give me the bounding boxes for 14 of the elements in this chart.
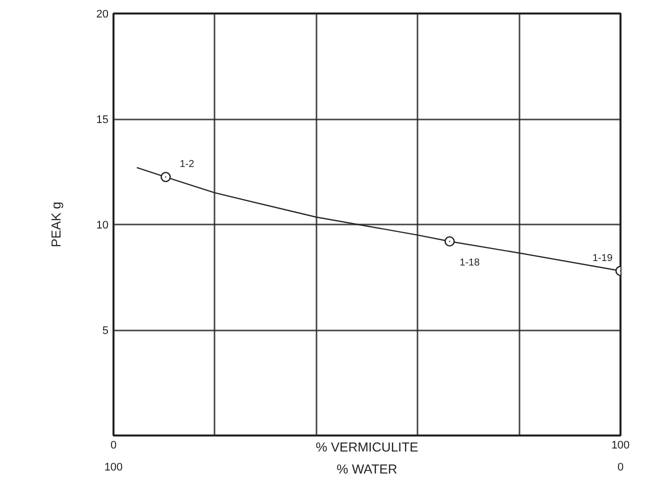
point	[444, 236, 455, 247]
y-tick-label: 5	[102, 325, 109, 337]
x2-axis-title: % WATER	[336, 462, 398, 476]
y-axis-title: PEAK g	[48, 202, 64, 248]
x-axis-title: % VERMICULITE	[316, 440, 419, 454]
x2-tick-label: 0	[617, 462, 624, 474]
y-tick-label: 15	[96, 114, 109, 126]
y-tick-label: 10	[96, 220, 109, 232]
x2-tick-label: 100	[104, 462, 123, 474]
y-tick-label: 20	[96, 8, 109, 20]
point	[160, 172, 171, 182]
annotation: 1-18	[460, 257, 480, 268]
annotation: 1-19	[592, 252, 613, 264]
annotation: 1-2	[180, 159, 195, 170]
